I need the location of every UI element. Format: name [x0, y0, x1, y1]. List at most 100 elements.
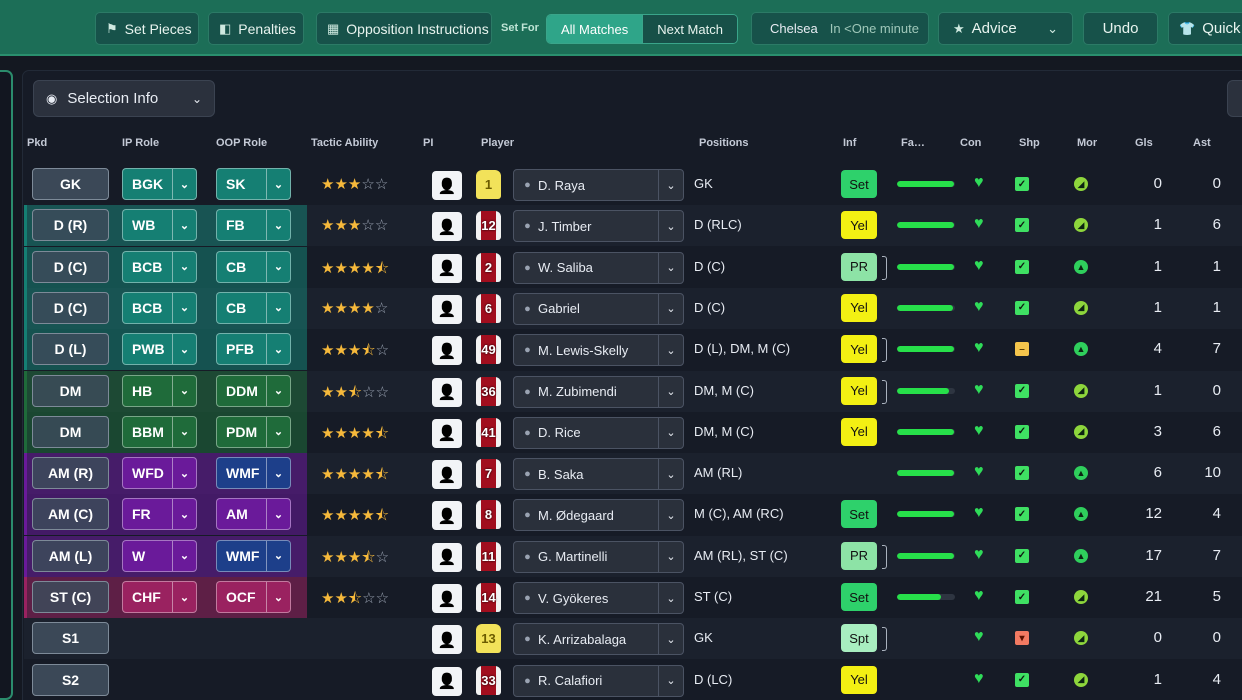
oop-role-dropdown[interactable]: WMF ⌄ [216, 539, 291, 572]
all-matches-option[interactable]: All Matches [547, 15, 643, 43]
player-selector[interactable]: ● W. Saliba ⌄ [513, 251, 684, 284]
undo-button[interactable]: Undo [1083, 12, 1158, 45]
player-instructions-button[interactable]: 👤 [432, 294, 462, 324]
player-selector[interactable]: ● D. Raya ⌄ [513, 169, 684, 201]
header-condition[interactable]: Con [960, 137, 982, 149]
ip-role-dropdown[interactable]: CHF ⌄ [122, 581, 197, 613]
position-selector[interactable]: AM (R) [32, 457, 109, 490]
player-selector[interactable]: ● R. Calafiori ⌄ [513, 664, 684, 697]
info-badge[interactable]: Yel [841, 417, 877, 446]
player-selector[interactable]: ● M. Ødegaard ⌄ [513, 499, 684, 532]
player-selector[interactable]: ● Gabriel ⌄ [513, 292, 684, 325]
player-selector[interactable]: ● K. Arrizabalaga ⌄ [513, 623, 684, 656]
position-selector[interactable]: AM (L) [32, 539, 109, 572]
table-row[interactable]: D (L) PWB ⌄ PFB ⌄ ★★★⯪☆ 👤 49 ● M. Lewis-Skelly ⌄ D … [24, 329, 1242, 371]
ip-role-dropdown[interactable]: BCB ⌄ [122, 250, 197, 283]
info-badge[interactable]: Yel [841, 335, 877, 364]
ip-role-dropdown[interactable]: WB ⌄ [122, 209, 197, 242]
header-player[interactable]: Player [481, 137, 515, 149]
position-selector[interactable]: S2 [32, 663, 109, 696]
table-row[interactable]: AM (C) FR ⌄ AM ⌄ ★★★★⯪ 👤 8 ● M. Ødegaard ⌄ M (C), A… [24, 494, 1242, 536]
player-instructions-button[interactable]: 👤 [432, 542, 462, 572]
ip-role-dropdown[interactable]: BBM ⌄ [122, 415, 197, 448]
oop-role-dropdown[interactable]: PDM ⌄ [216, 415, 291, 448]
player-instructions-button[interactable]: 👤 [432, 336, 462, 366]
selection-info-dropdown[interactable]: ◉ Selection Info ⌄ [33, 80, 215, 117]
player-instructions-button[interactable]: 👤 [432, 253, 462, 283]
table-row[interactable]: AM (L) W ⌄ WMF ⌄ ★★★⯪☆ 👤 11 ● G. Martinelli ⌄ AM (R… [24, 535, 1242, 577]
table-row[interactable]: AM (R) WFD ⌄ WMF ⌄ ★★★★⯪ 👤 7 ● B. Saka ⌄ AM (RL) ♥ ✓ ▲… [24, 453, 1242, 495]
oop-role-dropdown[interactable]: CB ⌄ [216, 250, 291, 283]
header-inf[interactable]: Inf [843, 137, 857, 149]
position-selector[interactable]: D (C) [32, 291, 109, 324]
oop-role-dropdown[interactable]: SK ⌄ [216, 168, 291, 200]
player-instructions-button[interactable]: 👤 [432, 377, 462, 407]
ip-role-dropdown[interactable]: PWB ⌄ [122, 333, 197, 366]
position-selector[interactable]: D (R) [32, 209, 109, 242]
info-badge[interactable]: Yel [841, 211, 877, 240]
table-row[interactable]: ST (C) CHF ⌄ OCF ⌄ ★★⯪☆☆ 👤 14 ● V. Gyökeres ⌄ ST (C… [24, 577, 1242, 618]
player-selector[interactable]: ● M. Zubimendi ⌄ [513, 375, 684, 408]
player-instructions-button[interactable]: 👤 [432, 418, 462, 448]
header-oop-role[interactable]: OOP Role [216, 137, 268, 149]
info-badge[interactable]: PR [841, 541, 877, 570]
info-badge[interactable]: Set [841, 170, 877, 198]
set-pieces-button[interactable]: ⚑ Set Pieces [95, 12, 199, 45]
next-opponent-info[interactable]: Chelsea In <One minute [751, 12, 929, 45]
ip-role-dropdown[interactable]: WFD ⌄ [122, 457, 197, 490]
info-badge[interactable]: Set [841, 583, 877, 611]
info-badge[interactable]: PR [841, 252, 877, 281]
position-selector[interactable]: DM [32, 374, 109, 407]
oop-role-dropdown[interactable]: CB ⌄ [216, 291, 291, 324]
table-row[interactable]: D (R) WB ⌄ FB ⌄ ★★★☆☆ 👤 12 ● J. Timber ⌄ D (RLC) Yel… [24, 205, 1242, 247]
info-badge[interactable]: Yel [841, 293, 877, 322]
header-ip-role[interactable]: IP Role [122, 137, 160, 149]
opposition-instructions-button[interactable]: ▦ Opposition Instructions [316, 12, 492, 45]
table-row[interactable]: S2 👤 33 ● R. Calafiori ⌄ D (LC) Yel ♥ ✓ ◢ 1 4 [24, 660, 1242, 700]
info-badge[interactable]: Spt [841, 624, 877, 653]
table-row[interactable]: DM BBM ⌄ PDM ⌄ ★★★★⯪ 👤 41 ● D. Rice ⌄ DM, M (C) Yel ♥… [24, 411, 1242, 453]
player-selector[interactable]: ● V. Gyökeres ⌄ [513, 582, 684, 614]
table-row[interactable]: D (C) BCB ⌄ CB ⌄ ★★★★⯪ 👤 2 ● W. Saliba ⌄ D (C) PR ♥ ✓ ▲… [24, 246, 1242, 288]
oop-role-dropdown[interactable]: PFB ⌄ [216, 333, 291, 366]
position-selector[interactable]: GK [32, 168, 109, 200]
position-selector[interactable]: D (L) [32, 333, 109, 366]
info-badge[interactable]: Yel [841, 665, 877, 694]
info-badge[interactable]: Set [841, 500, 877, 529]
table-row[interactable]: DM HB ⌄ DDM ⌄ ★★⯪☆☆ 👤 36 ● M. Zubimendi ⌄ DM, M (C)… [24, 370, 1242, 412]
ip-role-dropdown[interactable]: BCB ⌄ [122, 291, 197, 324]
player-selector[interactable]: ● J. Timber ⌄ [513, 210, 684, 243]
player-instructions-button[interactable]: 👤 [432, 501, 462, 531]
position-selector[interactable]: D (C) [32, 250, 109, 283]
player-instructions-button[interactable]: 👤 [432, 460, 462, 490]
header-pi[interactable]: PI [423, 137, 434, 149]
ip-role-dropdown[interactable]: HB ⌄ [122, 374, 197, 407]
oop-role-dropdown[interactable]: DDM ⌄ [216, 374, 291, 407]
header-morale[interactable]: Mor [1077, 137, 1098, 149]
player-instructions-button[interactable]: 👤 [432, 625, 462, 655]
oop-role-dropdown[interactable]: OCF ⌄ [216, 581, 291, 613]
next-match-option[interactable]: Next Match [642, 15, 737, 43]
player-selector[interactable]: ● B. Saka ⌄ [513, 458, 684, 491]
player-instructions-button[interactable]: 👤 [432, 666, 462, 696]
player-selector[interactable]: ● G. Martinelli ⌄ [513, 540, 684, 573]
header-assists[interactable]: Ast [1193, 137, 1211, 149]
oop-role-dropdown[interactable]: FB ⌄ [216, 209, 291, 242]
filter-button[interactable] [1227, 80, 1242, 117]
player-instructions-button[interactable]: 👤 [432, 584, 462, 613]
table-row[interactable]: S1 👤 13 ● K. Arrizabalaga ⌄ GK Spt ♥ ▾ ◢ 0 0 [24, 618, 1242, 660]
table-row[interactable]: D (C) BCB ⌄ CB ⌄ ★★★★☆ 👤 6 ● Gabriel ⌄ D (C) Yel ♥ ✓ ◢ 1… [24, 287, 1242, 329]
player-selector[interactable]: ● D. Rice ⌄ [513, 416, 684, 449]
info-badge[interactable]: Yel [841, 376, 877, 405]
player-selector[interactable]: ● M. Lewis-Skelly ⌄ [513, 334, 684, 367]
header-fatigue[interactable]: Fa… [901, 137, 925, 149]
penalties-button[interactable]: ◧ Penalties [208, 12, 304, 45]
header-goals[interactable]: Gls [1135, 137, 1153, 149]
position-selector[interactable]: DM [32, 415, 109, 448]
oop-role-dropdown[interactable]: WMF ⌄ [216, 457, 291, 490]
player-instructions-button[interactable]: 👤 [432, 212, 462, 242]
ip-role-dropdown[interactable]: FR ⌄ [122, 498, 197, 531]
position-selector[interactable]: ST (C) [32, 581, 109, 613]
header-pkd[interactable]: Pkd [27, 137, 48, 149]
position-selector[interactable]: AM (C) [32, 498, 109, 531]
